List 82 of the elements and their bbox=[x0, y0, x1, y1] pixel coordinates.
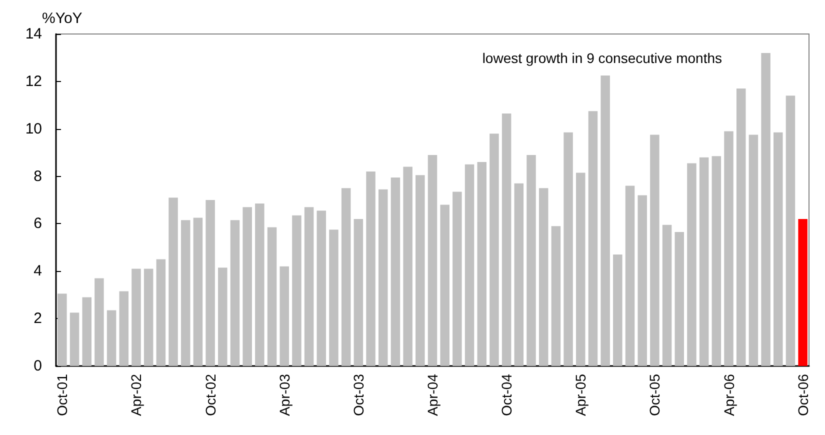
bar bbox=[168, 198, 178, 366]
bar bbox=[687, 163, 696, 366]
bar bbox=[477, 162, 487, 366]
bar bbox=[464, 164, 474, 366]
x-tick-label: Oct-03 bbox=[350, 374, 366, 416]
bar bbox=[230, 220, 240, 366]
bar bbox=[798, 218, 808, 366]
bar bbox=[650, 134, 660, 366]
bar bbox=[218, 268, 228, 366]
bar bbox=[724, 131, 734, 366]
x-tick-label: Apr-02 bbox=[128, 374, 144, 416]
x-tick-label: Apr-03 bbox=[276, 374, 292, 416]
y-tick-label: 10 bbox=[25, 120, 42, 138]
bar bbox=[132, 268, 141, 366]
bar bbox=[662, 224, 672, 366]
bar bbox=[786, 96, 796, 366]
bar bbox=[267, 227, 277, 366]
bar bbox=[304, 207, 314, 366]
bar bbox=[354, 218, 364, 366]
bar bbox=[378, 189, 388, 366]
bar bbox=[341, 188, 351, 366]
y-tick-label: 6 bbox=[34, 215, 42, 232]
bar bbox=[502, 113, 512, 366]
bar bbox=[280, 266, 289, 366]
bar bbox=[106, 310, 116, 366]
bar bbox=[538, 188, 548, 366]
x-tick-label: Oct-02 bbox=[202, 374, 218, 416]
bar bbox=[82, 297, 92, 366]
x-tick-label: Apr-06 bbox=[720, 374, 737, 416]
bar bbox=[242, 207, 252, 366]
bar bbox=[551, 226, 561, 366]
bar bbox=[366, 172, 376, 366]
bar bbox=[748, 134, 758, 366]
bar bbox=[490, 134, 499, 366]
x-tick-label: Apr-04 bbox=[424, 374, 440, 416]
bar bbox=[440, 204, 450, 366]
bar bbox=[70, 312, 80, 366]
bar bbox=[193, 218, 203, 366]
y-tick-label: 8 bbox=[34, 168, 42, 185]
bar bbox=[428, 154, 438, 366]
y-tick-label: 14 bbox=[25, 26, 42, 42]
bar bbox=[514, 183, 524, 366]
y-tick-label: 12 bbox=[25, 72, 42, 90]
bar bbox=[58, 294, 67, 366]
bar bbox=[613, 254, 622, 366]
bar bbox=[638, 195, 647, 366]
bar bbox=[390, 177, 400, 366]
bar bbox=[403, 166, 412, 366]
bar bbox=[292, 215, 302, 366]
bar bbox=[94, 278, 104, 366]
y-axis-title: %YoY bbox=[42, 10, 82, 27]
x-tick-label: Oct-04 bbox=[498, 374, 515, 416]
y-tick-label: 4 bbox=[34, 262, 42, 280]
bar bbox=[736, 88, 746, 366]
bar bbox=[526, 154, 536, 366]
bar bbox=[588, 111, 598, 366]
annotation: lowest growth in 9 consecutive months bbox=[482, 50, 722, 66]
bar bbox=[600, 76, 610, 366]
y-tick-label: 0 bbox=[34, 358, 42, 374]
bar bbox=[774, 132, 783, 366]
bar bbox=[699, 157, 709, 366]
bar bbox=[416, 175, 425, 366]
bar bbox=[206, 200, 215, 366]
bar bbox=[144, 268, 154, 366]
bar bbox=[625, 186, 635, 366]
bar bbox=[712, 156, 722, 366]
bar bbox=[156, 259, 166, 366]
bar bbox=[761, 52, 770, 366]
bar bbox=[329, 230, 338, 366]
bar bbox=[452, 192, 462, 366]
x-tick-label: Oct-06 bbox=[794, 374, 811, 416]
bar bbox=[119, 291, 129, 366]
bar bbox=[255, 204, 264, 366]
bar bbox=[316, 210, 326, 366]
bar bbox=[564, 132, 573, 366]
bar bbox=[576, 172, 586, 366]
bar bbox=[674, 232, 684, 366]
x-tick-label: Oct-05 bbox=[646, 374, 663, 416]
x-tick-label: Apr-05 bbox=[572, 374, 589, 416]
y-tick-label: 2 bbox=[34, 310, 42, 328]
x-tick-label: Oct-01 bbox=[54, 374, 70, 416]
bar bbox=[180, 220, 190, 366]
